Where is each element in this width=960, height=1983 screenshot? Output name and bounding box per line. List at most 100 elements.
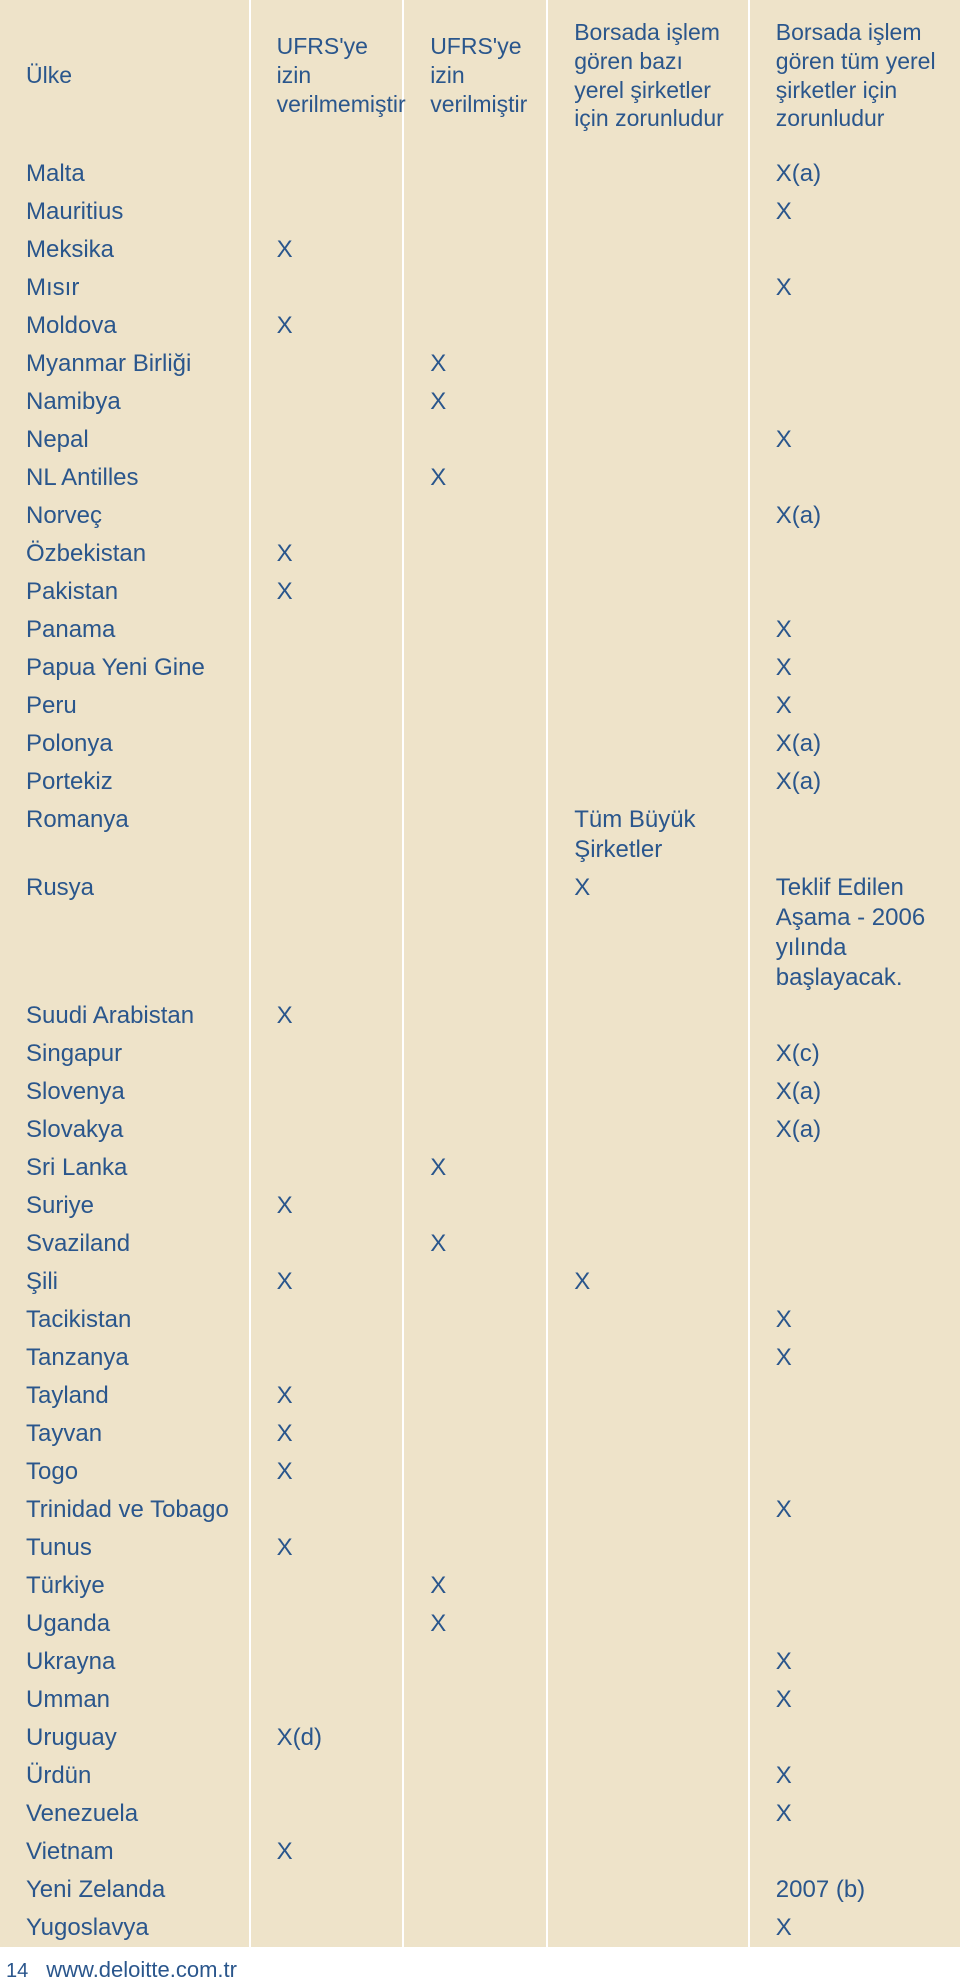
table-cell [547, 1909, 749, 1947]
table-row: SlovakyaX(a) [0, 1111, 960, 1149]
table-cell [250, 763, 404, 801]
table-cell: Togo [0, 1453, 250, 1491]
table-cell [749, 1833, 960, 1871]
table-cell: X [250, 1187, 404, 1225]
table-cell [749, 383, 960, 421]
table-row: TürkiyeX [0, 1567, 960, 1605]
table-cell: X [250, 1263, 404, 1301]
table-cell: X [403, 1605, 547, 1643]
table-cell [403, 801, 547, 869]
table-cell [250, 1643, 404, 1681]
table-cell [403, 649, 547, 687]
table-cell: X [250, 1377, 404, 1415]
table-cell [547, 535, 749, 573]
table-cell: Ürdün [0, 1757, 250, 1795]
table-cell [547, 307, 749, 345]
page-number: 14 [6, 1960, 28, 1983]
table-cell [547, 611, 749, 649]
table-row: UkraynaX [0, 1643, 960, 1681]
table-cell: Yugoslavya [0, 1909, 250, 1947]
table-cell [403, 1909, 547, 1947]
table-cell [547, 193, 749, 231]
table-cell: X [403, 459, 547, 497]
table-row: Tanzanya X [0, 1339, 960, 1377]
table-cell [749, 1567, 960, 1605]
table-cell: X [749, 1757, 960, 1795]
table-cell [547, 1111, 749, 1149]
table-row: PeruX [0, 687, 960, 725]
table-cell: X(a) [749, 1111, 960, 1149]
table-cell [749, 1377, 960, 1415]
table-cell [250, 1795, 404, 1833]
footer-url: www.deloitte.com.tr [46, 1957, 237, 1983]
table-cell [250, 611, 404, 649]
table-cell [250, 1149, 404, 1187]
table-cell [547, 1605, 749, 1643]
table-cell [403, 1757, 547, 1795]
table-row: YugoslavyaX [0, 1909, 960, 1947]
table-row: MoldovaX [0, 307, 960, 345]
table-cell: Svaziland [0, 1225, 250, 1263]
table-cell [749, 231, 960, 269]
table-row: MaltaX(a) [0, 155, 960, 193]
table-cell [250, 1301, 404, 1339]
table-cell: X(d) [250, 1719, 404, 1757]
table-cell [403, 1795, 547, 1833]
table-cell [547, 269, 749, 307]
table-cell [250, 1225, 404, 1263]
table-cell [403, 1035, 547, 1073]
table-cell: Ukrayna [0, 1643, 250, 1681]
table-cell: Nepal [0, 421, 250, 459]
table-cell [403, 687, 547, 725]
table-cell [749, 1263, 960, 1301]
col-header-required-all: Borsada işlem gören tüm yerel şirketler … [749, 0, 960, 155]
table-row: ŞiliXX [0, 1263, 960, 1301]
table-cell: Tanzanya [0, 1339, 250, 1377]
table-row: SlovenyaX(a) [0, 1073, 960, 1111]
table-cell: Moldova [0, 307, 250, 345]
table-cell [749, 307, 960, 345]
table-cell [547, 1719, 749, 1757]
page-footer: 14 www.deloitte.com.tr [0, 1947, 960, 1983]
table-row: Ürdün X [0, 1757, 960, 1795]
table-cell [403, 1491, 547, 1529]
table-cell: Polonya [0, 725, 250, 763]
table-cell: Pakistan [0, 573, 250, 611]
table-cell [403, 1073, 547, 1111]
table-cell: Tunus [0, 1529, 250, 1567]
table-row: VietnamX [0, 1833, 960, 1871]
table-cell [403, 869, 547, 997]
col-header-country: Ülke [0, 0, 250, 155]
table-cell [547, 649, 749, 687]
table-cell [403, 1377, 547, 1415]
table-row: PortekizX(a) [0, 763, 960, 801]
table-cell [403, 307, 547, 345]
table-row: UruguayX(d) [0, 1719, 960, 1757]
table-cell [547, 1225, 749, 1263]
table-row: UgandaX [0, 1605, 960, 1643]
table-cell: X [547, 869, 749, 997]
table-cell [403, 231, 547, 269]
table-cell [403, 1339, 547, 1377]
table-cell [403, 997, 547, 1035]
table-cell [250, 687, 404, 725]
table-cell [749, 535, 960, 573]
table-cell: X [250, 231, 404, 269]
table-cell [749, 1187, 960, 1225]
table-cell [403, 193, 547, 231]
table-cell: X [403, 1149, 547, 1187]
table-row: PolonyaX(a) [0, 725, 960, 763]
table-cell: Mısır [0, 269, 250, 307]
table-cell: Slovenya [0, 1073, 250, 1111]
table-cell: Uruguay [0, 1719, 250, 1757]
table-cell [547, 1643, 749, 1681]
table-row: SvazilandX [0, 1225, 960, 1263]
table-cell: X [749, 1339, 960, 1377]
table-cell [250, 1111, 404, 1149]
table-cell [250, 1871, 404, 1909]
table-cell: Tüm Büyük Şirketler [547, 801, 749, 869]
table-row: SuriyeX [0, 1187, 960, 1225]
table-row: PakistanX [0, 573, 960, 611]
table-cell: X [749, 1491, 960, 1529]
table-cell: X [749, 193, 960, 231]
